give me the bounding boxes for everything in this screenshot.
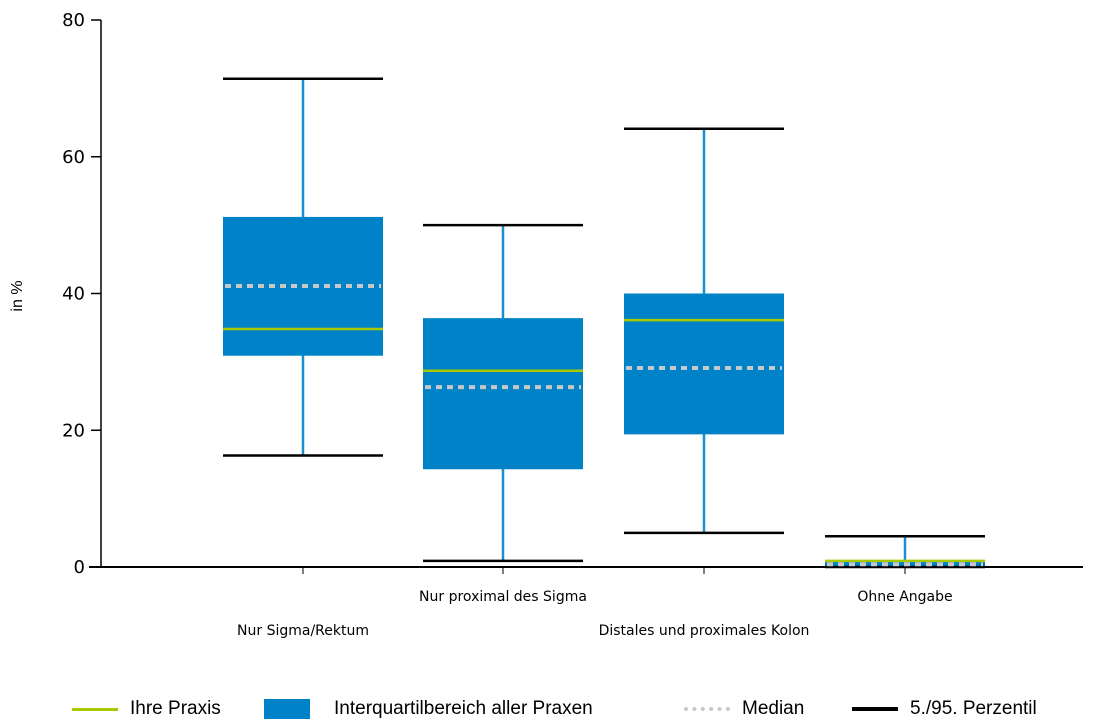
y-tick-label-0: 0 <box>74 557 85 578</box>
legend-label-ihre-praxis: Ihre Praxis <box>130 698 221 719</box>
legend: Ihre Praxis Interquartilbereich aller Pr… <box>0 694 1097 724</box>
legend-label-iqr: Interquartilbereich aller Praxen <box>334 698 593 719</box>
box-group-1 <box>423 223 583 563</box>
y-tick-label-80: 80 <box>62 10 85 31</box>
legend-swatch-percentile <box>852 707 898 711</box>
legend-swatch-iqr <box>264 699 310 719</box>
legend-swatch-median <box>684 707 730 711</box>
legend-item-iqr: Interquartilbereich aller Praxen <box>264 694 593 724</box>
box-group-0 <box>223 77 383 457</box>
category-label-2: Distales und proximales Kolon <box>599 623 810 639</box>
legend-label-median: Median <box>742 698 805 719</box>
category-label-0: Nur Sigma/Rektum <box>237 623 369 639</box>
y-tick-label-20: 20 <box>62 420 85 441</box>
legend-item-percentile: 5./95. Perzentil <box>852 694 1037 724</box>
boxplot-chart: 0 20 40 60 80 Nur Sigma/Rektum Nur proximal de… <box>9 10 1083 639</box>
iqr-box-2 <box>624 293 784 435</box>
box-group-2 <box>624 127 784 535</box>
box-group-3 <box>825 534 985 569</box>
legend-swatch-ihre-praxis <box>72 707 118 711</box>
y-tick-label-40: 40 <box>62 284 85 305</box>
iqr-box-1 <box>423 318 583 470</box>
axes: 0 20 40 60 80 Nur Sigma/Rektum Nur proximal de… <box>62 10 1083 639</box>
y-axis-title: in % <box>9 280 26 311</box>
category-label-3: Ohne Angabe <box>857 589 952 605</box>
boxes-group <box>223 77 985 569</box>
legend-label-percentile: 5./95. Perzentil <box>910 698 1037 719</box>
legend-item-ihre-praxis: Ihre Praxis <box>72 694 221 724</box>
legend-item-median: Median <box>684 694 804 724</box>
category-label-1: Nur proximal des Sigma <box>419 589 587 605</box>
y-tick-label-60: 60 <box>62 147 85 168</box>
